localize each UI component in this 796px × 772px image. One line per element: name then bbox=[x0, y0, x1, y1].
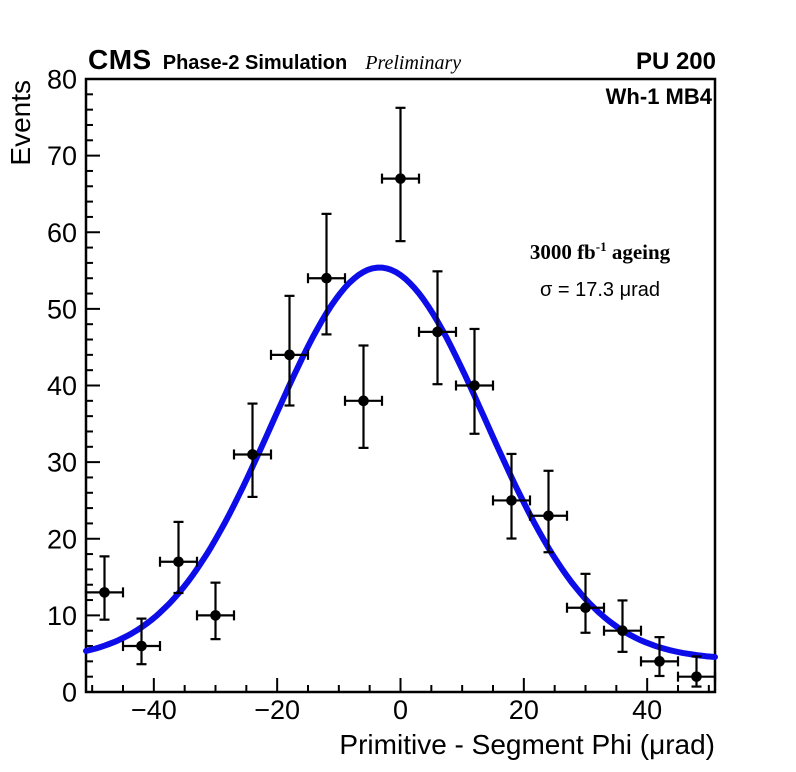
simulation-label: Phase-2 Simulation bbox=[162, 52, 348, 74]
data-point bbox=[617, 625, 628, 636]
ageing-suffix: ageing bbox=[606, 240, 671, 264]
data-point bbox=[506, 495, 517, 506]
x-tick-label: 20 bbox=[509, 695, 539, 725]
data-point bbox=[99, 587, 110, 598]
data-point bbox=[173, 556, 184, 568]
luminosity-value: 3000 fb bbox=[529, 240, 596, 264]
x-tick-label: 40 bbox=[632, 695, 662, 725]
data-point bbox=[543, 510, 554, 522]
pileup-label: PU 200 bbox=[635, 48, 716, 75]
y-tick-label: 0 bbox=[62, 678, 77, 708]
region-label: Wh-1 MB4 bbox=[605, 84, 712, 109]
data-point bbox=[654, 656, 665, 667]
y-tick-label: 80 bbox=[47, 65, 77, 95]
data-point bbox=[136, 640, 147, 652]
y-tick-label: 40 bbox=[47, 371, 77, 401]
data-point bbox=[321, 272, 332, 284]
y-tick-label: 10 bbox=[47, 601, 77, 631]
y-tick-label: 70 bbox=[47, 141, 77, 171]
data-point bbox=[469, 380, 480, 391]
luminosity-ageing-label: 3000 fb-1 ageing bbox=[490, 239, 710, 265]
data-point bbox=[580, 602, 591, 614]
x-axis-title: Primitive - Segment Phi (μrad) bbox=[339, 729, 715, 760]
preliminary-label: Preliminary bbox=[365, 52, 462, 74]
experiment-label: CMS bbox=[88, 44, 152, 75]
y-tick-label: 20 bbox=[47, 524, 77, 554]
data-point bbox=[358, 395, 369, 407]
data-point bbox=[247, 449, 258, 460]
header-row: CMS Phase-2 Simulation Preliminary PU 20… bbox=[88, 44, 716, 76]
data-point bbox=[284, 349, 295, 361]
y-tick-label: 50 bbox=[47, 294, 77, 324]
data-point bbox=[395, 173, 406, 184]
x-tick-label: −20 bbox=[254, 695, 300, 725]
x-tick-label: 0 bbox=[393, 695, 408, 725]
data-point bbox=[691, 671, 702, 682]
y-tick-label: 30 bbox=[47, 448, 77, 478]
x-tick-label: −40 bbox=[131, 695, 177, 725]
y-tick-label: 60 bbox=[47, 218, 77, 248]
luminosity-exponent: -1 bbox=[595, 239, 607, 254]
data-point bbox=[432, 326, 443, 338]
sigma-label: σ = 17.3 μrad bbox=[539, 279, 661, 301]
y-axis-title: Events bbox=[5, 80, 36, 166]
fit-curve bbox=[83, 264, 718, 660]
data-point bbox=[210, 610, 221, 621]
